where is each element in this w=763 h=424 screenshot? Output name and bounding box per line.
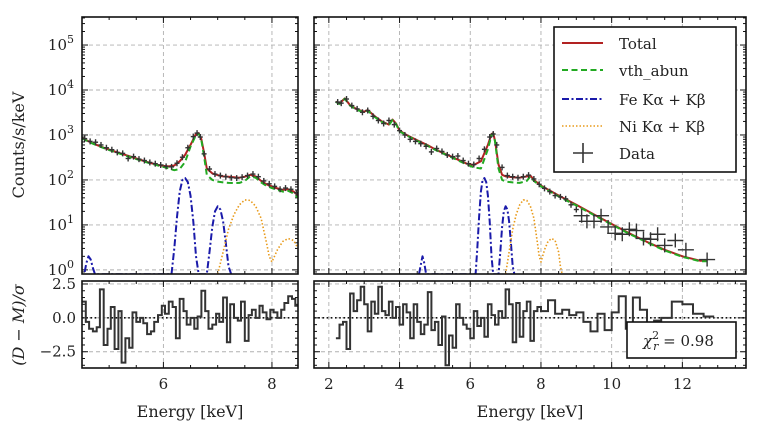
residual-steps [335, 285, 715, 367]
series-ni-k-k [216, 199, 298, 274]
legend-entry-ni: Ni Kα + Kβ [562, 118, 705, 136]
y-tick-label: −2.5 [40, 343, 76, 361]
series-group [335, 285, 715, 367]
x-tick-label: 12 [673, 375, 692, 393]
series-vth-abun [335, 97, 708, 263]
series-ni-k-k [504, 199, 563, 274]
series-fe-k-k [83, 177, 233, 274]
y-tick-label: 100 [48, 258, 74, 279]
y-axis-title-counts: Counts/s/keV [9, 91, 28, 198]
x-tick-label: 4 [395, 375, 405, 393]
series-fe-k-k [418, 177, 516, 274]
panel-left-spectrum: 100 101 102 103 104 105 [48, 16, 299, 279]
legend-swatch-data [573, 143, 593, 163]
x-tick-label: 2 [324, 375, 334, 393]
x-tick-label: 8 [536, 375, 546, 393]
axes-frame [313, 16, 747, 275]
y-tick-label: 0.0 [52, 309, 76, 327]
axes-frame [81, 16, 299, 275]
legend-label-fe: Fe Kα + Kβ [619, 91, 706, 109]
y-tick-label: 105 [48, 33, 74, 54]
legend-entry-fe: Fe Kα + Kβ [562, 91, 706, 109]
series-vth-abun [82, 132, 298, 199]
panel-left-residuals: −2.5 0.0 2.5 6 8 [40, 275, 299, 393]
x-tick-label: 10 [602, 375, 621, 393]
y-tick-label: 103 [48, 123, 74, 144]
legend: Total vth_abun Fe Kα + Kβ Ni Kα + Kβ Dat… [553, 26, 737, 173]
axes-frame [81, 280, 299, 369]
x-tick-label: 8 [267, 375, 277, 393]
legend-label-vth-abun: vth_abun [618, 62, 689, 80]
y-tick-label: 104 [48, 78, 74, 99]
series-group [335, 96, 716, 274]
residual-steps [82, 288, 298, 364]
chi-square-text: χ2 r = 0.98 [642, 329, 714, 353]
y-tick-label: 2.5 [52, 275, 76, 293]
y-axis-title-residuals: (D − M)/σ [9, 283, 28, 366]
x-tick-label: 6 [159, 375, 169, 393]
series-data [82, 130, 298, 196]
legend-label-total: Total [619, 35, 657, 53]
x-axis-title-right: Energy [keV] [477, 402, 584, 421]
series-group [82, 288, 298, 364]
legend-entry-data: Data [573, 143, 655, 163]
y-tick-label: 101 [48, 213, 74, 234]
axes-frame [313, 280, 747, 369]
legend-label-data: Data [619, 145, 655, 163]
chi-square-box [626, 321, 737, 359]
x-axis-title-left: Energy [keV] [137, 402, 244, 421]
chi-square-annotation: χ2 r = 0.98 [626, 321, 737, 359]
series-data [335, 96, 716, 267]
x-tick-label: 6 [465, 375, 475, 393]
legend-label-ni: Ni Kα + Kβ [619, 118, 705, 136]
legend-entry-vth-abun: vth_abun [562, 62, 689, 80]
legend-entry-total: Total [562, 35, 657, 53]
y-tick-label: 102 [48, 168, 74, 189]
legend-frame [553, 26, 737, 173]
panel-right-residuals: 2 4 6 8 10 12 [313, 280, 747, 393]
series-group [82, 130, 298, 274]
